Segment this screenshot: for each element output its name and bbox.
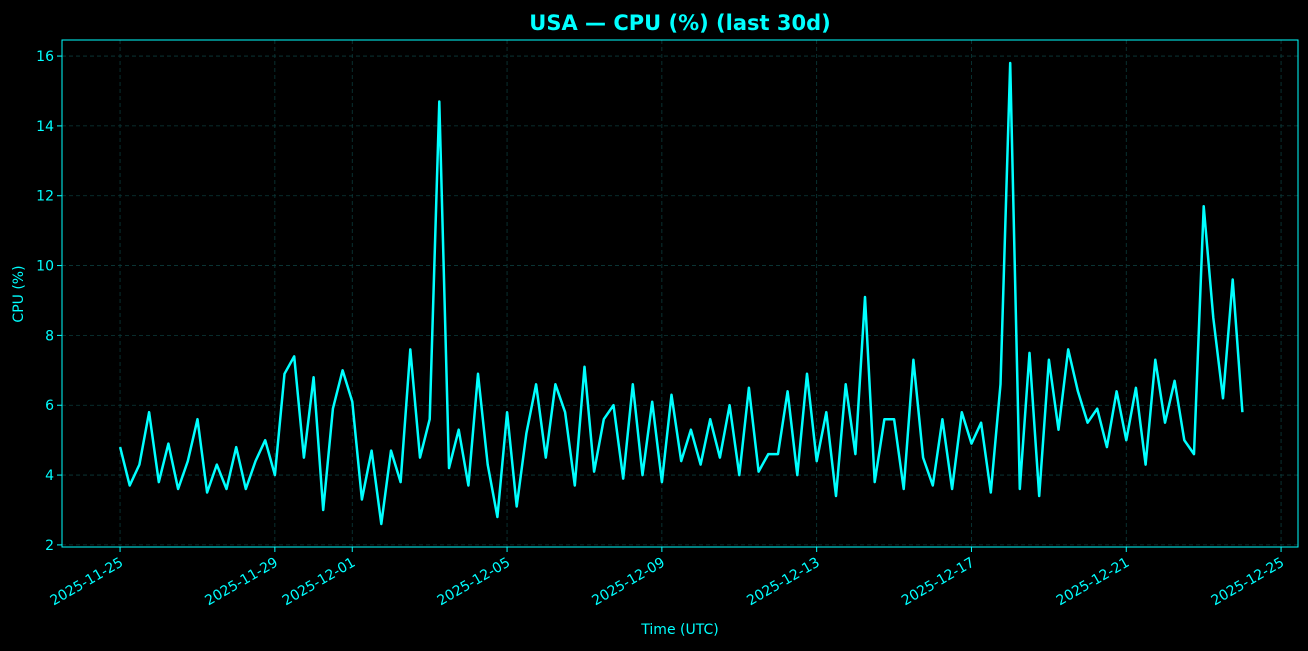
- x-tick-label: 2025-12-05: [435, 555, 513, 610]
- x-tick-label: 2025-12-21: [1054, 555, 1132, 610]
- grid: [62, 40, 1298, 547]
- y-axis-label: CPU (%): [11, 265, 27, 322]
- x-tick-label: 2025-11-25: [48, 555, 126, 610]
- y-tick-label: 6: [45, 398, 54, 414]
- y-tick-label: 4: [45, 468, 54, 484]
- chart-title: USA — CPU (%) (last 30d): [529, 11, 830, 35]
- y-tick-label: 12: [36, 189, 54, 205]
- x-tick-label: 2025-12-13: [744, 555, 822, 610]
- y-tick-label: 10: [36, 259, 54, 275]
- x-tick-label: 2025-12-17: [899, 555, 977, 610]
- x-tick-label: 2025-12-01: [280, 555, 358, 610]
- x-tick-label: 2025-12-25: [1209, 555, 1287, 610]
- y-tick-label: 16: [36, 49, 54, 65]
- x-axis-label: Time (UTC): [640, 622, 718, 638]
- y-tick-label: 14: [36, 119, 54, 135]
- x-tick-label: 2025-12-09: [589, 555, 667, 610]
- y-axis: 2 4 6 8 10 12 14 16: [36, 49, 62, 554]
- cpu-series-line: [120, 63, 1242, 524]
- plot-frame: [62, 40, 1298, 547]
- series: [120, 63, 1242, 524]
- x-tick-label: 2025-11-29: [202, 555, 280, 610]
- y-tick-label: 8: [45, 328, 54, 344]
- y-tick-label: 2: [45, 538, 54, 554]
